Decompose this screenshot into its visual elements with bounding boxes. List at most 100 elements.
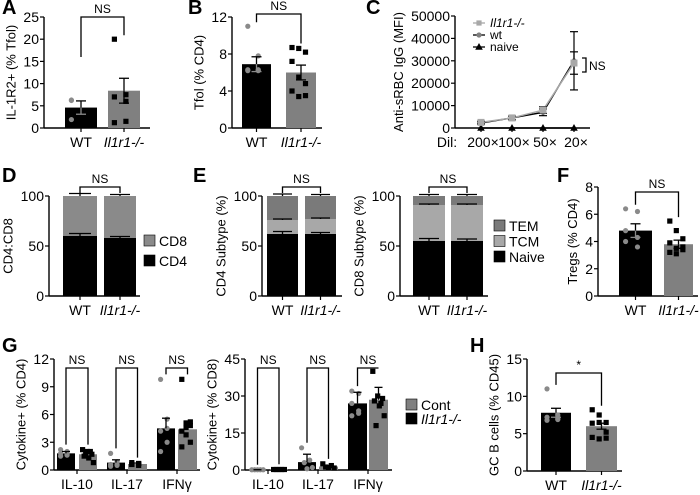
bar-segment-tem — [267, 196, 298, 220]
bar-segment-cd8 — [63, 196, 97, 236]
y-tick-label: 0 — [31, 120, 39, 136]
x-tick-label: 20× — [564, 134, 588, 150]
data-point — [111, 94, 117, 100]
data-point — [349, 400, 355, 406]
bar-segment-tcm — [451, 205, 483, 241]
data-point — [289, 88, 295, 94]
significance-label: NS — [293, 172, 310, 186]
legend-label: naive — [490, 40, 519, 54]
x-tick-label: WT — [246, 134, 268, 150]
y-tick-label: 0 — [442, 120, 450, 136]
significance-bracket — [256, 367, 280, 465]
data-point — [508, 114, 516, 122]
data-point — [349, 413, 355, 419]
bar — [348, 403, 367, 470]
data-point — [179, 444, 185, 450]
data-point — [555, 416, 561, 423]
significance-label: NS — [270, 0, 287, 13]
legend-label: CD8 — [159, 233, 187, 249]
data-point — [183, 424, 189, 431]
y-tick-label: 12 — [33, 351, 49, 367]
data-point — [245, 68, 251, 74]
data-point — [90, 460, 96, 466]
data-point — [544, 386, 550, 392]
data-point — [123, 92, 129, 98]
data-point — [158, 428, 164, 434]
data-point — [603, 429, 609, 435]
significance-label: NS — [168, 353, 185, 367]
significance-bracket — [281, 186, 322, 193]
significance-label: NS — [94, 2, 111, 16]
y-axis-label: Tfol (% CD4) — [191, 35, 206, 110]
data-point — [302, 93, 309, 99]
x-tick-label: IL-17 — [111, 476, 143, 492]
data-point — [301, 460, 307, 466]
data-point — [187, 439, 193, 445]
data-point — [183, 421, 189, 427]
data-point — [323, 464, 329, 470]
bar — [298, 462, 316, 470]
significance-label: * — [576, 358, 581, 372]
data-point — [87, 448, 93, 455]
y-tick-label: 20000 — [411, 75, 450, 91]
bar-segment-cd4 — [104, 238, 136, 296]
y-tick-label: 45 — [224, 351, 240, 367]
data-point — [260, 467, 266, 473]
panel-a: 0 5 10 15 20 25 IL-1R2+ (% Tfol) A WT Il1r1-/- NS — [2, 0, 150, 150]
bar-segment-naive — [413, 241, 445, 296]
y-tick-label: 30 — [224, 388, 240, 404]
data-point — [623, 238, 629, 245]
panel-h: 0 5 10 15 GC B cells (% CD45)H WT Il1r1-/- * — [470, 335, 622, 493]
panel-g: 0 3 6 9 12 Cytokine+ (% CD4) G NS IL-10 NS IL-17 NS… — [2, 335, 200, 492]
bar — [157, 428, 175, 470]
data-point — [179, 428, 185, 434]
y-tick-label: 20 — [23, 31, 39, 47]
y-tick-label: 5 — [514, 426, 522, 442]
x-tick-label: Il1r1-/- — [281, 134, 322, 150]
bar — [242, 64, 271, 128]
series-line — [480, 62, 575, 124]
significance-label: NS — [649, 177, 666, 191]
panel-letter: C — [366, 0, 380, 19]
significance-bracket — [356, 367, 379, 387]
x-tick-label: Il1r1-/- — [658, 302, 699, 318]
data-point — [378, 400, 384, 406]
data-point — [108, 450, 114, 456]
data-point — [302, 81, 309, 87]
x-tick-label: WT — [625, 302, 647, 318]
data-point — [111, 120, 117, 126]
x-tick-label: Il1r1-/- — [100, 302, 141, 318]
panel-letter: B — [188, 0, 202, 19]
data-point — [349, 388, 355, 394]
data-point — [296, 74, 302, 80]
data-point — [123, 98, 129, 104]
data-point — [589, 407, 595, 413]
data-point — [603, 419, 609, 426]
y-tick-label: 4 — [585, 234, 593, 250]
legend-label: Il1r1-/- — [421, 411, 462, 427]
panel-b: 0 4 8 12 Tfol (% CD4) B WT Il1r1-/- NS — [188, 0, 322, 150]
data-point — [58, 447, 64, 453]
y-axis-label: IL-1R2+ (% Tfol) — [3, 25, 18, 121]
bar-segment-tcm — [267, 220, 298, 234]
significance-label: NS — [69, 353, 86, 367]
data-point — [477, 124, 485, 131]
significance-bracket — [165, 367, 189, 375]
data-point — [296, 45, 302, 52]
panel-letter: F — [557, 165, 569, 187]
data-point — [371, 398, 378, 404]
data-point — [179, 376, 185, 382]
data-point — [111, 36, 117, 42]
data-point — [299, 445, 305, 451]
y-tick-label: 10 — [506, 388, 522, 404]
legend-label: TCM — [509, 234, 539, 250]
y-tick-label: 0 — [36, 288, 44, 304]
data-point — [296, 93, 302, 100]
panel-sub-8: 0 15 30 45 Cytokine+ (% CD8) NS IL-10 NS IL-17 NS… — [204, 351, 461, 492]
panel-letter: H — [470, 335, 484, 357]
bar-segment-naive — [267, 234, 298, 296]
y-axis-label: Cytokine+ (% CD4) — [13, 359, 28, 471]
y-tick-label: 0 — [249, 288, 257, 304]
x-tick-label: IL-10 — [61, 476, 93, 492]
bar-segment-tcm — [413, 205, 445, 241]
